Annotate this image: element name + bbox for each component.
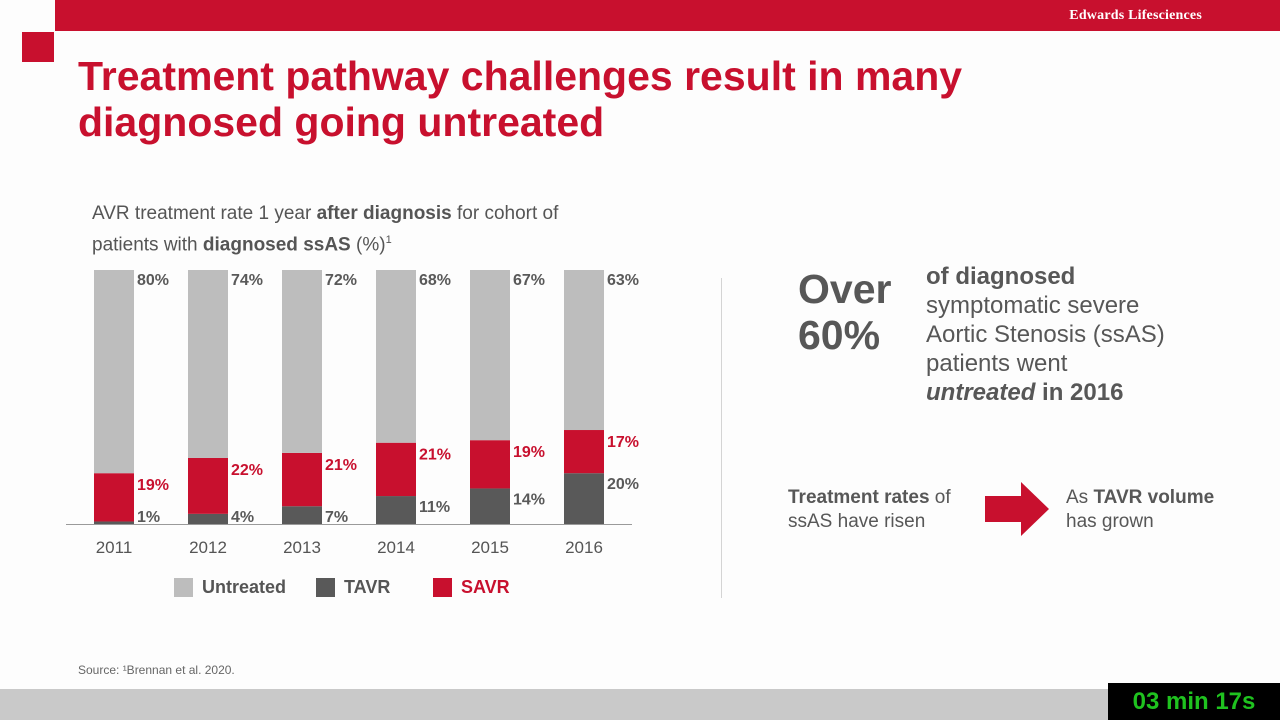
slide-title: Treatment pathway challenges result in m… bbox=[78, 53, 1078, 145]
bar-untreated-2011 bbox=[94, 270, 134, 474]
legend-label-savr: SAVR bbox=[461, 577, 510, 597]
x-tick-label-2015: 2015 bbox=[471, 538, 509, 557]
title-line-1: Treatment pathway challenges result in m… bbox=[78, 53, 963, 99]
subtitle-bold-2: diagnosed ssAS bbox=[202, 234, 351, 256]
vertical-divider bbox=[721, 278, 722, 598]
bar-savr-2013 bbox=[282, 452, 322, 507]
bar-savr-2014 bbox=[376, 442, 416, 497]
data-label-tavr-2015: 14% bbox=[513, 491, 545, 508]
brand-logo-text: Edwards Lifesciences bbox=[1069, 8, 1202, 23]
bar-untreated-2012 bbox=[188, 270, 228, 458]
legend-swatch-tavr bbox=[316, 578, 335, 597]
data-label-savr-2011: 19% bbox=[137, 477, 169, 494]
x-tick-label-2013: 2013 bbox=[283, 538, 321, 557]
legend-swatch-savr bbox=[433, 578, 452, 597]
callout-big-line-2: 60% bbox=[798, 312, 881, 358]
legend-swatch-untreated bbox=[174, 578, 193, 597]
callout-untreated-emphasis: untreated bbox=[926, 379, 1036, 406]
callout-description: of diagnosed symptomatic severe Aortic S… bbox=[926, 262, 1226, 407]
data-label-untreated-2015: 67% bbox=[513, 272, 545, 289]
bar-tavr-2013 bbox=[282, 506, 322, 524]
bar-savr-2016 bbox=[564, 430, 604, 474]
data-label-tavr-2013: 7% bbox=[325, 509, 348, 526]
x-tick-label-2016: 2016 bbox=[565, 538, 603, 557]
x-tick-label-2011: 2011 bbox=[96, 538, 133, 557]
data-label-untreated-2016: 63% bbox=[607, 272, 639, 289]
grown-text-1: As bbox=[1066, 487, 1094, 508]
grown-bold: TAVR volume bbox=[1093, 487, 1215, 508]
data-label-savr-2013: 21% bbox=[325, 457, 357, 474]
bar-tavr-2015 bbox=[470, 488, 510, 524]
x-tick-label-2012: 2012 bbox=[189, 538, 227, 557]
bar-savr-2011 bbox=[94, 473, 134, 522]
rates-bold: Treatment rates bbox=[788, 487, 930, 508]
rates-text-2: ssAS have risen bbox=[788, 511, 926, 532]
bar-untreated-2013 bbox=[282, 270, 322, 453]
x-tick-label-2014: 2014 bbox=[377, 538, 415, 557]
data-label-tavr-2011: 1% bbox=[137, 509, 160, 526]
legend-label-tavr: TAVR bbox=[344, 577, 390, 597]
source-footnote: Source: ¹Brennan et al. 2020. bbox=[78, 663, 235, 677]
bottom-bar bbox=[0, 689, 1280, 720]
right-arrow-icon bbox=[985, 482, 1049, 536]
callout-line-3: Aortic Stenosis (ssAS) bbox=[926, 321, 1165, 348]
bar-savr-2015 bbox=[470, 440, 510, 489]
callout-big-number: Over 60% bbox=[798, 266, 891, 358]
data-label-savr-2016: 17% bbox=[607, 434, 639, 451]
data-label-tavr-2012: 4% bbox=[231, 509, 254, 526]
data-label-savr-2012: 22% bbox=[231, 462, 263, 479]
bar-untreated-2016 bbox=[564, 270, 604, 431]
data-label-savr-2015: 19% bbox=[513, 444, 545, 461]
data-label-untreated-2012: 74% bbox=[231, 272, 263, 289]
chart-subtitle: AVR treatment rate 1 year after diagnosi… bbox=[92, 201, 572, 258]
bar-tavr-2011 bbox=[94, 521, 134, 524]
data-label-untreated-2014: 68% bbox=[419, 272, 451, 289]
callout-line-4: patients went bbox=[926, 350, 1068, 377]
callout-big-line-1: Over bbox=[798, 266, 892, 312]
data-label-tavr-2014: 11% bbox=[419, 499, 450, 516]
rates-text-1: of bbox=[929, 487, 951, 508]
bar-tavr-2016 bbox=[564, 473, 604, 524]
title-line-2: diagnosed going untreated bbox=[78, 99, 605, 145]
callout-line-5: in 2016 bbox=[1035, 379, 1124, 406]
data-label-tavr-2016: 20% bbox=[607, 476, 639, 493]
grown-text-2: has grown bbox=[1066, 511, 1154, 532]
subtitle-footnote-mark: 1 bbox=[385, 234, 392, 246]
data-label-untreated-2011: 80% bbox=[137, 272, 169, 289]
subtitle-text-3: (%) bbox=[350, 234, 386, 256]
top-brand-bar: Edwards Lifesciences bbox=[55, 0, 1280, 31]
bar-tavr-2012 bbox=[188, 513, 228, 524]
corner-accent bbox=[22, 32, 54, 62]
data-label-untreated-2013: 72% bbox=[325, 272, 357, 289]
treatment-rates-text: Treatment rates of ssAS have risen bbox=[788, 486, 951, 534]
stacked-bar-chart: 1% 19% 80% 2011 4% 22% 74% 2012 7% 21% 72% 2013 11% 2… bbox=[66, 270, 639, 597]
subtitle-text-2: for cohort of patients with bbox=[92, 203, 559, 256]
subtitle-text-1: AVR treatment rate 1 year bbox=[92, 203, 317, 224]
bar-tavr-2014 bbox=[376, 496, 416, 524]
data-label-savr-2014: 21% bbox=[419, 447, 451, 464]
bar-untreated-2015 bbox=[470, 270, 510, 441]
tavr-volume-text: As TAVR volume has grown bbox=[1066, 486, 1214, 534]
callout-line-1: of diagnosed bbox=[926, 263, 1076, 290]
bar-untreated-2014 bbox=[376, 270, 416, 443]
elapsed-timer: 03 min 17s bbox=[1108, 683, 1280, 720]
bar-savr-2012 bbox=[188, 457, 228, 514]
legend-label-untreated: Untreated bbox=[202, 577, 286, 597]
subtitle-bold-1: after diagnosis bbox=[316, 203, 452, 224]
callout-line-2: symptomatic severe bbox=[926, 292, 1140, 319]
